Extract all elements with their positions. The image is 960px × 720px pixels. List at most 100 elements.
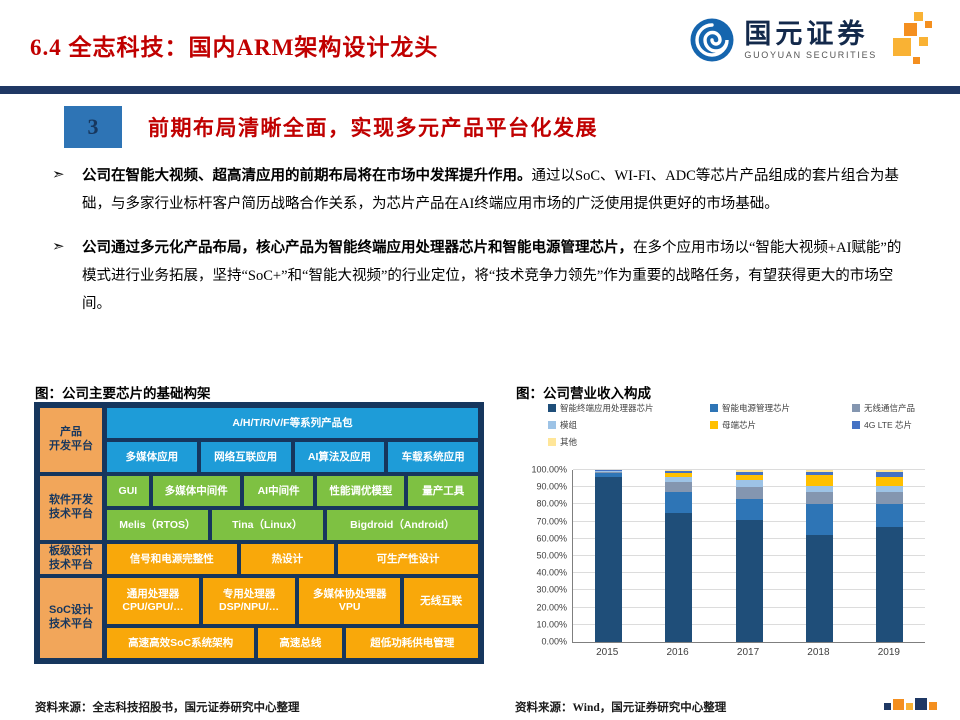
bar-segment [876, 485, 904, 493]
bar-segment [665, 482, 693, 493]
bullet-arrow-icon: ➣ [52, 166, 65, 183]
bullet-text: 公司通过多元化产品布局，核心产品为智能终端应用处理器芯片和智能电源管理芯片，在多… [82, 234, 914, 319]
logo-name-en: GUOYUAN SECURITIES [744, 50, 877, 61]
y-axis-tick: 0.00% [541, 636, 567, 647]
legend-swatch-icon [710, 421, 718, 429]
x-axis-labels: 2015 2016 2017 2018 2019 [572, 647, 924, 658]
diagram-box: Bigdroid（Android） [326, 510, 478, 540]
bar-segment [805, 504, 833, 536]
section-title: 前期布局清晰全面，实现多元产品平台化发展 [148, 116, 598, 140]
stacked-bar-2019 [876, 470, 904, 642]
logo-name-cn: 国元证券 [744, 18, 869, 49]
stacked-bar-2017 [735, 470, 763, 642]
footer-logo-mark-icon [882, 695, 946, 715]
section-heading-row: 3 前期布局清晰全面，实现多元产品平台化发展 [64, 106, 598, 148]
source-note-left: 资料来源：全志科技招股书，国元证券研究中心整理 [35, 702, 300, 714]
bullet-item: ➣ 公司通过多元化产品布局，核心产品为智能终端应用处理器芯片和智能电源管理芯片，… [52, 234, 914, 319]
bar-slot [714, 470, 784, 642]
bar-segment [805, 485, 833, 493]
bar-segment [735, 470, 763, 472]
stacked-bar-2018 [805, 470, 833, 642]
diagram-row: A/H/T/R/V/F等系列产品包 [107, 408, 478, 438]
bar-segment [665, 513, 693, 642]
y-axis-tick: 30.00% [536, 584, 567, 595]
stacked-bar-2015 [594, 470, 622, 642]
bullet-regular-text: 通过以SoC、WI-FI、ADC等芯片产品组成的套片组合为基础，与多家行业标杆客… [82, 168, 899, 213]
legend-label: 其他 [560, 437, 578, 447]
diagram-box: AI中间件 [243, 476, 314, 506]
left-figure-title: 图：公司主要芯片的基础构架 [35, 386, 211, 401]
legend-label: 模组 [560, 420, 578, 430]
chart-legend: 智能终端应用处理器芯片 智能电源管理芯片 无线通信产品 模组 母端芯片 4G LTE 芯片… [548, 402, 944, 448]
gridline [573, 469, 925, 470]
y-axis-tick: 100.00% [531, 464, 567, 475]
diagram-box: 超低功耗供电管理 [346, 628, 478, 658]
diagram-box: 高速高效SoC系统架构 [107, 628, 255, 658]
legend-item: 智能电源管理芯片 [710, 402, 850, 414]
bar-segment [805, 470, 833, 472]
legend-item: 模组 [548, 419, 708, 431]
bar-segment [735, 487, 763, 500]
legend-label: 智能电源管理芯片 [722, 403, 791, 413]
bar-segment [735, 480, 763, 488]
bullet-bold-text: 公司在智能大视频、超高清应用的前期布局将在市场中发挥提升作用。 [82, 168, 532, 184]
legend-swatch-icon [548, 421, 556, 429]
diagram-box: 多媒体协处理器 VPU [299, 578, 401, 624]
header-divider-bar [0, 86, 960, 94]
y-axis-tick: 10.00% [536, 619, 567, 630]
bar-segment [876, 470, 904, 472]
bar-slot [784, 470, 854, 642]
bar-slot [643, 470, 713, 642]
legend-swatch-icon [548, 438, 556, 446]
x-axis-label: 2017 [736, 647, 760, 658]
bar-segment [876, 492, 904, 505]
bar-segment [594, 471, 622, 473]
legend-label: 4G LTE 芯片 [864, 420, 913, 430]
diagram-box: GUI [107, 476, 149, 506]
diagram-box: A/H/T/R/V/F等系列产品包 [107, 408, 478, 438]
diagram-box: AI算法及应用 [294, 442, 385, 472]
diagram-box: 无线互联 [404, 578, 478, 624]
bar-segment [735, 499, 763, 520]
bullet-text: 公司在智能大视频、超高清应用的前期布局将在市场中发挥提升作用。通过以SoC、WI… [82, 162, 914, 219]
chip-architecture-diagram: 产品 开发平台 软件开发 技术平台 板级设计 技术平台 SoC设计 技术平台 A/H/… [34, 402, 484, 664]
chart-plot: 0.00% 10.00% 20.00% 30.00% 40.00% 50.00% 60.00… [531, 465, 925, 646]
y-axis-tick: 70.00% [536, 516, 567, 527]
diagram-box: 车载系统应用 [388, 442, 478, 472]
page-title: 6.4 全志科技：国内ARM架构设计龙头 [30, 35, 439, 60]
legend-swatch-icon [852, 404, 860, 412]
platform-group-label: 板级设计 技术平台 [40, 544, 102, 574]
diagram-box: 高速总线 [258, 628, 343, 658]
y-axis-tick: 80.00% [536, 498, 567, 509]
diagram-box: 量产工具 [408, 476, 479, 506]
bar-segment [594, 472, 622, 474]
diagram-box: 性能调优模型 [317, 476, 405, 506]
bar-segment [665, 473, 693, 477]
guoyuan-logo: 国元证券 GUOYUAN SECURITIES [689, 12, 934, 68]
legend-item: 母端芯片 [710, 419, 850, 431]
legend-item: 4G LTE 芯片 [852, 419, 960, 431]
legend-swatch-icon [710, 404, 718, 412]
bars-area [573, 470, 925, 642]
platform-group-label: 软件开发 技术平台 [40, 476, 102, 540]
bar-segment [805, 535, 833, 642]
diagram-box: 多媒体中间件 [152, 476, 240, 506]
x-axis-label: 2015 [596, 647, 619, 658]
diagram-box: 可生产性设计 [337, 544, 478, 574]
bar-segment [876, 476, 904, 486]
legend-label: 智能终端应用处理器芯片 [560, 403, 654, 413]
bar-segment [594, 470, 622, 472]
source-note-right: 资料来源：Wind，国元证券研究中心整理 [515, 702, 727, 714]
diagram-row: GUI 多媒体中间件 AI中间件 性能调优模型 量产工具 [107, 476, 479, 506]
diagram-box: 通用处理器 CPU/GPU/… [107, 578, 200, 624]
bar-segment [876, 504, 904, 527]
bullet-list: ➣ 公司在智能大视频、超高清应用的前期布局将在市场中发挥提升作用。通过以SoC、… [52, 162, 914, 333]
bar-segment [735, 519, 763, 642]
y-axis-tick: 50.00% [536, 550, 567, 561]
platform-group-label: SoC设计 技术平台 [40, 578, 102, 658]
y-axis-tick: 20.00% [536, 602, 567, 613]
diagram-row: 通用处理器 CPU/GPU/… 专用处理器 DSP/NPU/… 多媒体协处理器 VP… [107, 578, 478, 624]
diagram-box: Tina（Linux） [211, 510, 323, 540]
diagram-row: 多媒体应用 网络互联应用 AI算法及应用 车载系统应用 [107, 442, 478, 472]
